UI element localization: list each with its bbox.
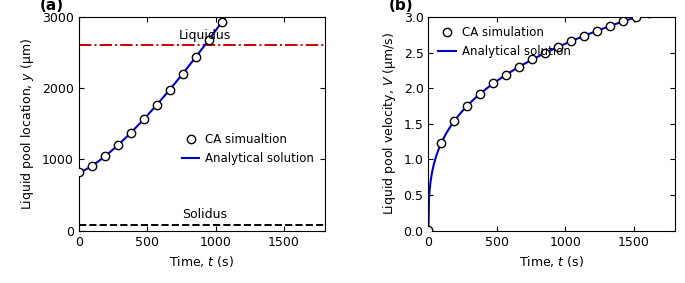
Y-axis label: Liquid pool location, $y$ (μm): Liquid pool location, $y$ (μm) bbox=[19, 38, 36, 210]
Text: (b): (b) bbox=[389, 0, 414, 13]
Text: (a): (a) bbox=[39, 0, 64, 13]
X-axis label: Time, $t$ (s): Time, $t$ (s) bbox=[169, 254, 234, 269]
Text: Liquidus: Liquidus bbox=[179, 29, 231, 42]
Legend: CA simualtion, Analytical solution: CA simualtion, Analytical solution bbox=[182, 133, 314, 165]
Y-axis label: Liquid pool velocity, $V$ (μm/s): Liquid pool velocity, $V$ (μm/s) bbox=[381, 32, 398, 215]
X-axis label: Time, $t$ (s): Time, $t$ (s) bbox=[519, 254, 584, 269]
Legend: CA simulation, Analytical solution: CA simulation, Analytical solution bbox=[434, 23, 574, 62]
Text: Solidus: Solidus bbox=[182, 208, 227, 221]
